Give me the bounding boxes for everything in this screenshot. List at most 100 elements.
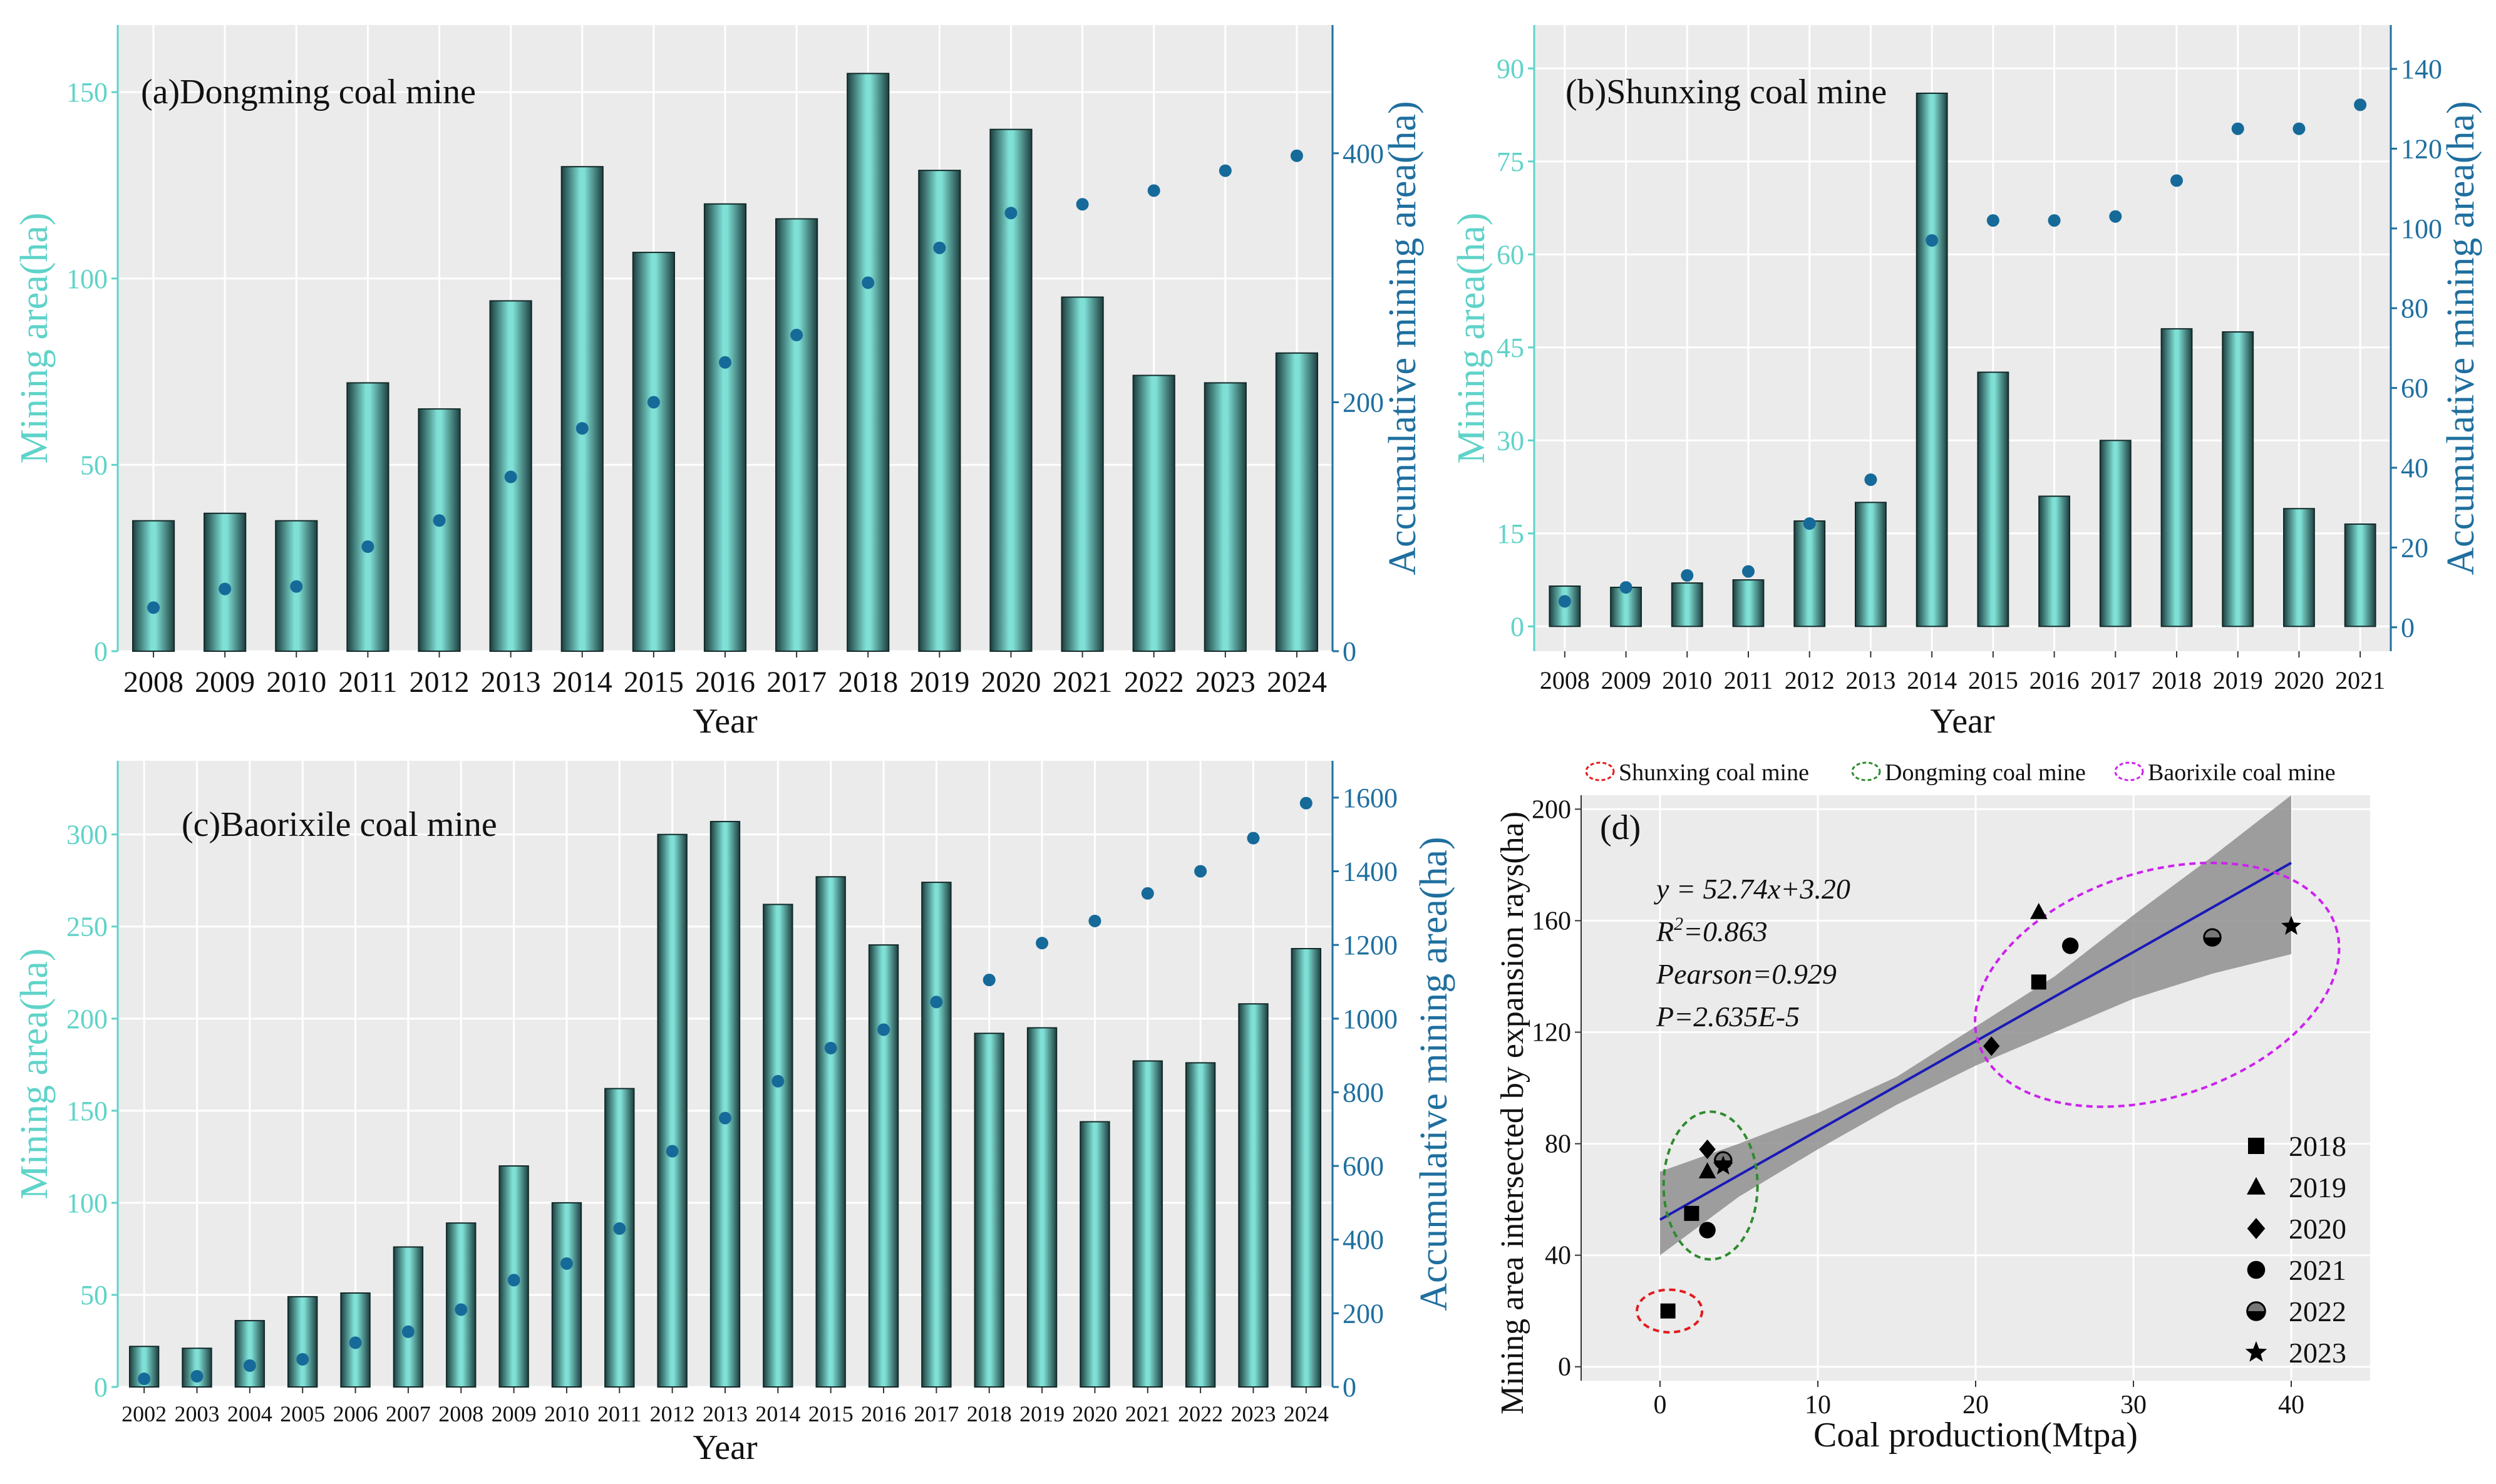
left-tick-label: 60	[1497, 239, 1524, 270]
group-ellipse-shunxing	[1636, 1288, 1704, 1334]
x-tick-label: 2020	[981, 666, 1041, 699]
x-tick-label: 2014	[755, 1401, 800, 1426]
group-legend-label: Baorixile coal mine	[2148, 760, 2336, 786]
x-tick-label: 2014	[1907, 666, 1957, 694]
dot-accumulative-area	[1742, 565, 1755, 578]
right-tick-label: 140	[2401, 54, 2442, 85]
regression-line	[1659, 862, 2292, 1221]
bar-mining-area	[921, 882, 952, 1388]
right-tick-label: 400	[1343, 138, 1384, 169]
bar-mining-area	[1080, 1121, 1110, 1388]
dot-accumulative-area	[877, 1023, 890, 1036]
dot-accumulative-area	[1088, 914, 1101, 927]
left-tick-label: 150	[66, 1096, 108, 1126]
dot-accumulative-area	[361, 540, 374, 554]
y-tick-label: 40	[1545, 1242, 1571, 1270]
group-ellipse-dongming	[1662, 1110, 1759, 1261]
left-tick-label: 0	[94, 1372, 108, 1403]
x-tick-label: 2021	[1053, 666, 1113, 699]
x-tick-label: 2002	[121, 1401, 167, 1426]
x-tick-label: 2016	[861, 1401, 906, 1426]
right-tick-label: 600	[1343, 1151, 1384, 1182]
x-tick-label: 2020	[1072, 1401, 1117, 1426]
chart-title: (c)Baorixile coal mine	[182, 805, 497, 844]
right-axis-title: Accumulative mining area(ha)	[1381, 101, 1424, 575]
bar-mining-area	[1132, 1060, 1163, 1388]
data-point-2021	[1699, 1222, 1716, 1239]
bar-mining-area	[234, 1320, 266, 1388]
right-tick-label: 60	[2401, 373, 2428, 404]
equation-text: y = 52.74x+3.20	[1654, 873, 1850, 905]
dot-accumulative-area	[1247, 832, 1260, 845]
x-tick-label: 2010	[544, 1401, 589, 1426]
x-tick-label: 0	[1654, 1391, 1667, 1420]
x-tick-label: 2013	[703, 1401, 748, 1426]
dot-accumulative-area	[2109, 210, 2122, 223]
bar-mining-area	[775, 218, 818, 652]
bar-mining-area	[2038, 495, 2070, 627]
dot-accumulative-area	[930, 996, 943, 1009]
bar-mining-area	[551, 1202, 582, 1388]
dot-accumulative-area	[560, 1257, 573, 1270]
dot-accumulative-area	[2048, 214, 2061, 227]
x-tick-label: 2013	[1845, 666, 1895, 694]
group-legend-label: Shunxing coal mine	[1619, 760, 1809, 786]
x-axis-title: Year	[693, 1428, 758, 1467]
right-tick-label: 1600	[1343, 783, 1398, 813]
right-tick-label: 100	[2401, 214, 2442, 244]
dot-accumulative-area	[1803, 517, 1816, 530]
bar-mining-area	[2283, 508, 2315, 627]
left-tick-label: 100	[66, 1188, 108, 1219]
right-tick-label: 1000	[1343, 1004, 1398, 1034]
x-tick-label: 2021	[2335, 666, 2385, 694]
right-tick-label: 1200	[1343, 930, 1398, 961]
dot-accumulative-area	[504, 470, 517, 483]
r2-text: R2=0.863	[1656, 914, 1768, 947]
bar-mining-area	[1916, 92, 1948, 627]
dot-accumulative-area	[349, 1336, 362, 1349]
group-legend-key	[2114, 761, 2144, 781]
dot-accumulative-area	[2292, 122, 2306, 135]
right-tick-label: 0	[1343, 1372, 1356, 1403]
data-point-2018	[1660, 1303, 1676, 1319]
x-tick-label: 2009	[492, 1401, 537, 1426]
bar-mining-area	[204, 512, 247, 652]
data-point-2023	[1713, 1155, 1733, 1175]
dot-accumulative-area	[2354, 98, 2367, 111]
x-tick-label: 2008	[438, 1401, 483, 1426]
bar-mining-area	[560, 166, 604, 652]
legend-label: 2021	[2289, 1254, 2346, 1286]
legend-marker-2023	[2245, 1341, 2267, 1362]
legend-label: 2023	[2289, 1337, 2346, 1369]
bar-mining-area	[1671, 582, 1703, 627]
x-tick-label: 2008	[123, 666, 183, 699]
data-point-2020	[1983, 1036, 2000, 1056]
left-tick-label: 50	[80, 1280, 108, 1311]
bar-mining-area	[1026, 1027, 1058, 1388]
chart-title: (b)Shunxing coal mine	[1565, 73, 1887, 111]
x-tick-label: 2018	[967, 1401, 1012, 1426]
x-tick-label: 2019	[2213, 666, 2263, 694]
dot-accumulative-area	[401, 1325, 415, 1338]
dot-accumulative-area	[138, 1373, 151, 1386]
x-axis-title: Coal production(Mtpa)	[1813, 1416, 2138, 1455]
x-tick-label: 2013	[481, 666, 541, 699]
dot-accumulative-area	[666, 1145, 679, 1158]
left-tick-label: 250	[66, 912, 108, 942]
x-tick-label: 2018	[838, 666, 898, 699]
r2-superscript: 2	[1674, 914, 1683, 934]
right-tick-label: 400	[1343, 1225, 1384, 1255]
legend-label: 2022	[2289, 1296, 2346, 1327]
x-tick-label: 2008	[1540, 666, 1590, 694]
x-tick-label: 2004	[227, 1401, 272, 1426]
dot-accumulative-area	[147, 601, 160, 614]
x-tick-label: 10	[1805, 1391, 1831, 1420]
x-tick-label: 2003	[175, 1401, 220, 1426]
dot-accumulative-area	[433, 514, 446, 527]
left-tick-label: 100	[66, 264, 108, 294]
plot-background	[1534, 25, 2391, 651]
dot-accumulative-area	[219, 582, 232, 595]
right-tick-label: 80	[2401, 293, 2428, 324]
bar-mining-area	[763, 904, 793, 1388]
x-tick-label: 2015	[624, 666, 684, 699]
